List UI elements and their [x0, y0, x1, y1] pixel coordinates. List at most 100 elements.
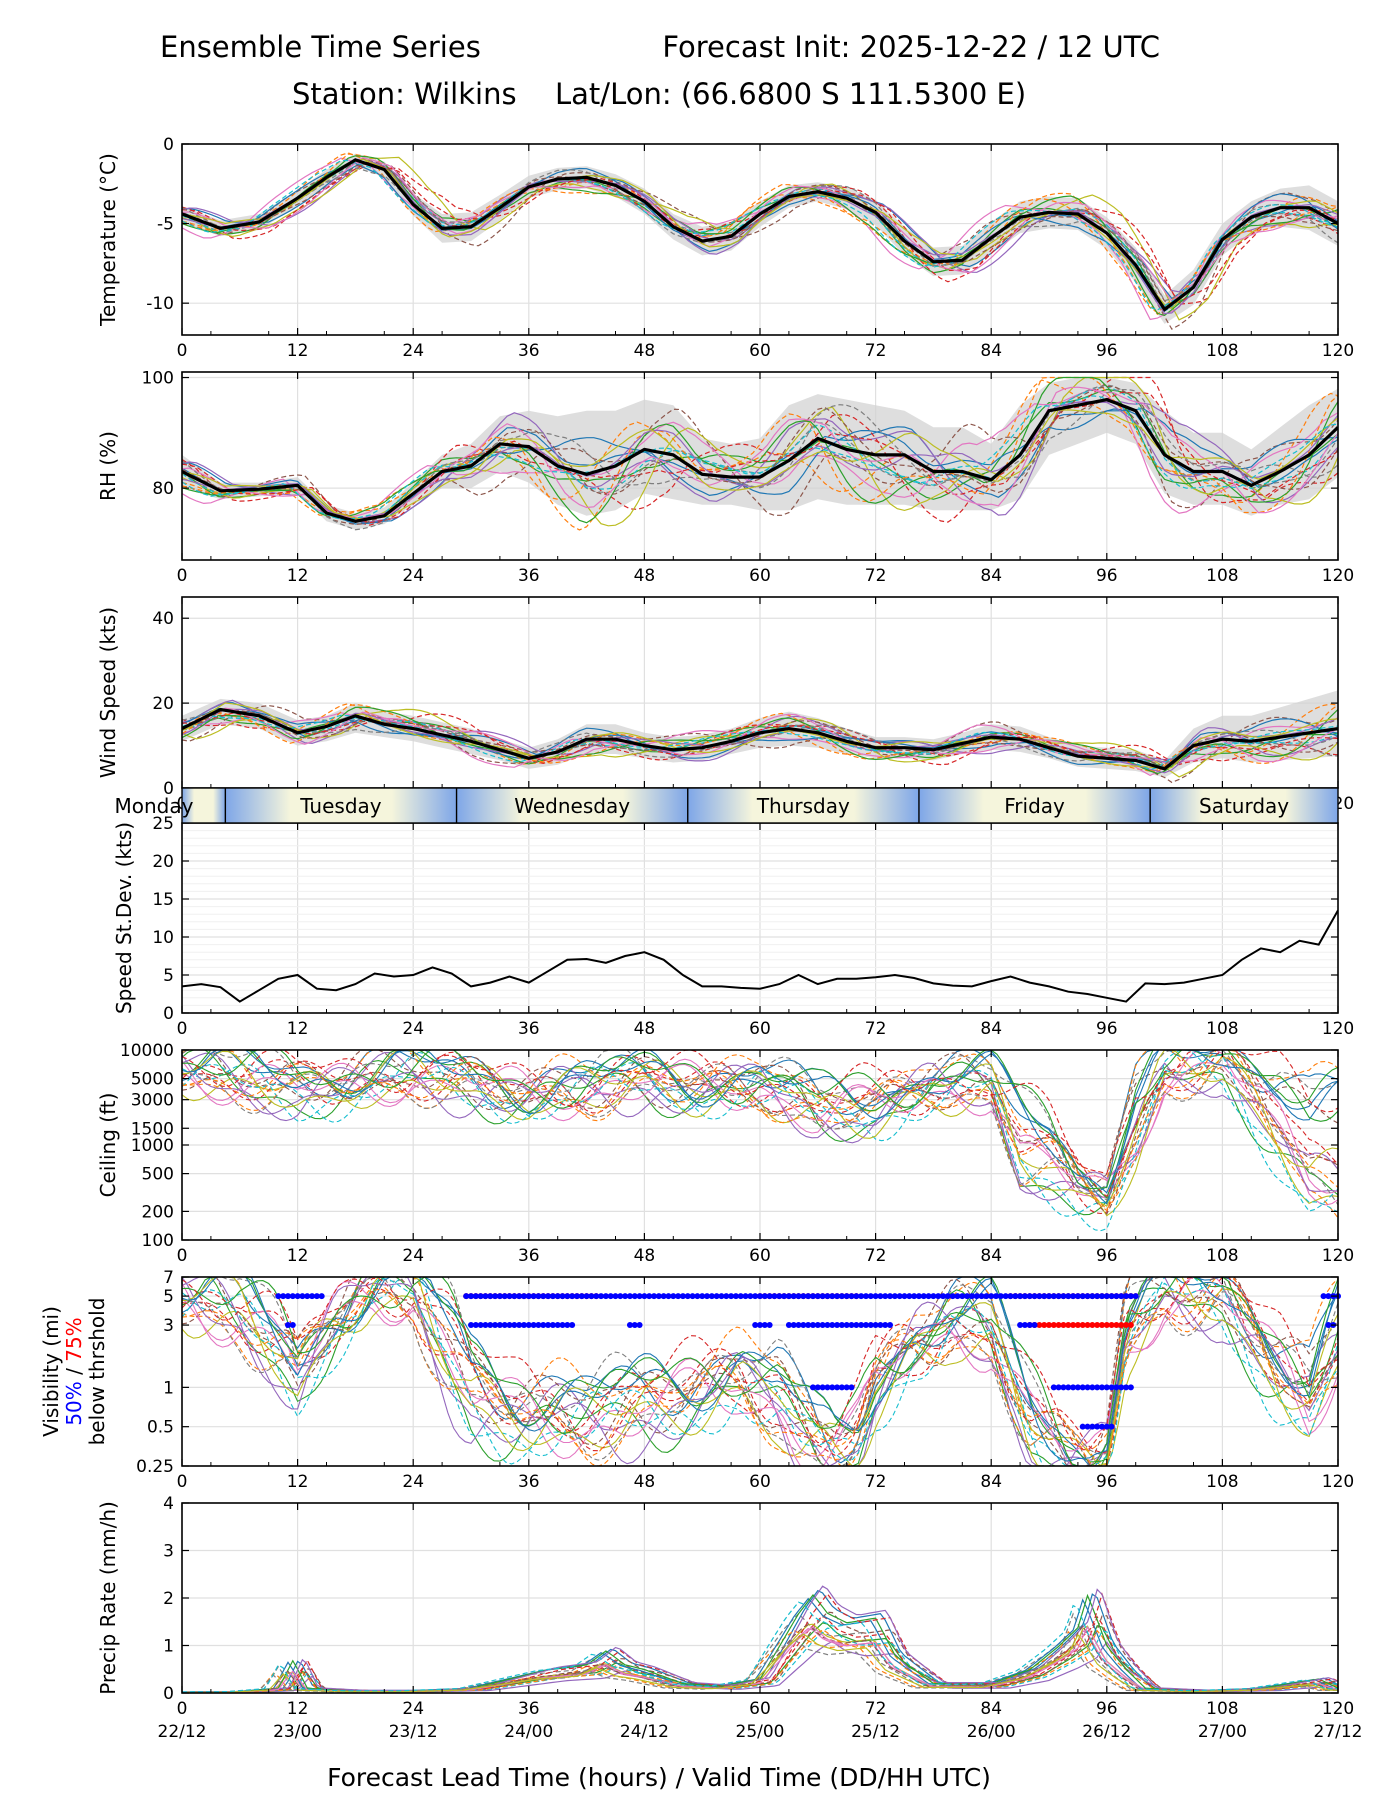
vis-50-marker [641, 1293, 648, 1300]
temperature-ytick-label: -5 [157, 215, 174, 235]
vis-50-marker [968, 1293, 975, 1300]
vis-50-marker [578, 1293, 585, 1300]
visibility-ylabel-threshold: below thrshold [85, 1298, 109, 1446]
vis-75-marker [1089, 1322, 1096, 1329]
vis-75-label: 75% [62, 1317, 86, 1361]
rh-member-line [182, 379, 1338, 513]
speed_stdev-ytick-label: 0 [163, 1004, 174, 1024]
ceiling-member-line [182, 1050, 1338, 1217]
rh-xtick-label: 0 [177, 566, 188, 586]
vis-50-marker [843, 1322, 850, 1329]
vis-50-marker [559, 1322, 566, 1329]
ceiling-xtick-label: 12 [287, 1246, 309, 1266]
vis-50-marker [1017, 1293, 1024, 1300]
rh-member-line [182, 388, 1338, 531]
vis-50-marker [289, 1322, 296, 1329]
vis-75-marker [1041, 1322, 1048, 1329]
vis-50-marker [564, 1293, 571, 1300]
vis-50-marker [1012, 1293, 1019, 1300]
vis-50-marker [689, 1293, 696, 1300]
day-label: Saturday [1199, 794, 1289, 818]
vis-50-marker [501, 1322, 508, 1329]
vis-50-marker [612, 1293, 619, 1300]
visibility-ytick-label: 0.5 [147, 1418, 174, 1438]
vis-50-marker [954, 1293, 961, 1300]
vis-50-marker [588, 1293, 595, 1300]
vis-50-marker [540, 1322, 547, 1329]
wind_speed-member-line [182, 707, 1338, 764]
vis-50-marker [1103, 1384, 1110, 1391]
vis-50-marker [708, 1293, 715, 1300]
wind_speed-member-line [182, 708, 1338, 768]
vis-50-marker [877, 1293, 884, 1300]
day-label: Wednesday [514, 794, 630, 818]
vis-50-marker [752, 1293, 759, 1300]
rh-member-line [182, 376, 1338, 524]
rh-member-line [182, 389, 1338, 520]
vis-50-marker [944, 1293, 951, 1300]
vis-50-marker [809, 1293, 816, 1300]
vis-50-marker [520, 1322, 527, 1329]
vis-75-marker [1113, 1322, 1120, 1329]
vis-75-marker [1084, 1322, 1091, 1329]
vis-50-marker [1098, 1384, 1105, 1391]
vis-75-marker [1103, 1322, 1110, 1329]
vis-50-marker [848, 1293, 855, 1300]
speed_stdev-xtick-label: 84 [980, 1019, 1002, 1039]
vis-75-marker [1046, 1322, 1052, 1329]
vis-50-marker [545, 1322, 552, 1329]
vis-50-marker [887, 1322, 894, 1329]
vis-50-marker [530, 1322, 537, 1329]
day-band-segment [456, 788, 688, 823]
vis-50-marker [1079, 1423, 1086, 1430]
vis-50-marker [757, 1322, 763, 1329]
visibility-xtick-label: 84 [980, 1472, 1002, 1492]
wind_speed-member-line [182, 708, 1338, 765]
vis-50-marker [492, 1293, 499, 1300]
vis-50-marker [978, 1293, 985, 1300]
rh-mean-line [182, 397, 1338, 523]
vis-50-marker [525, 1293, 532, 1300]
vis-50-marker [1118, 1384, 1125, 1391]
vis-50-marker [819, 1322, 826, 1329]
ceiling-ytick-label: 3000 [131, 1091, 174, 1111]
valid-time-label: 25/00 [736, 1722, 785, 1742]
vis-50-marker [540, 1293, 547, 1300]
temperature-xtick-label: 72 [865, 341, 887, 361]
vis-50-marker [477, 1322, 484, 1329]
ceiling-member-line [182, 1050, 1338, 1181]
rh-member-line [182, 376, 1338, 526]
vis-50-marker [1094, 1384, 1101, 1391]
ceiling-xtick-label: 84 [980, 1246, 1002, 1266]
vis-50-marker [805, 1322, 812, 1329]
vis-50-marker [1108, 1293, 1115, 1300]
vis-50-marker [275, 1293, 282, 1300]
vis-50-marker [525, 1322, 532, 1329]
vis-50-marker [867, 1293, 874, 1300]
ceiling-ytick-label: 1000 [131, 1136, 174, 1156]
vis-50-marker [496, 1322, 503, 1329]
vis-50-marker [1055, 1293, 1062, 1300]
vis-50-marker [646, 1293, 653, 1300]
day-band-segment [918, 788, 1151, 823]
precip_rate-xtick-label: 48 [634, 1699, 656, 1719]
vis-50-marker [781, 1293, 788, 1300]
temperature-member-line [182, 155, 1338, 317]
vis-50-marker [549, 1322, 556, 1329]
vis-50-marker [477, 1293, 484, 1300]
vis-75-marker [1060, 1322, 1067, 1329]
wind_speed-ytick-label: 0 [163, 779, 174, 799]
vis-50-marker [1103, 1293, 1110, 1300]
ceiling-member-line [182, 1050, 1338, 1206]
vis-50-marker [1094, 1423, 1101, 1430]
vis-50-marker [1007, 1293, 1014, 1300]
vis-50-marker [785, 1293, 792, 1300]
vis-50-marker [535, 1322, 542, 1329]
station-label: Station: Wilkins [292, 77, 517, 111]
vis-50-marker [862, 1322, 869, 1329]
vis-50-marker [1079, 1384, 1086, 1391]
vis-50-marker [723, 1293, 730, 1300]
vis-50-marker [732, 1293, 739, 1300]
precip_rate-ytick-label: 3 [163, 1542, 174, 1562]
visibility-member-line [182, 1280, 1338, 1466]
